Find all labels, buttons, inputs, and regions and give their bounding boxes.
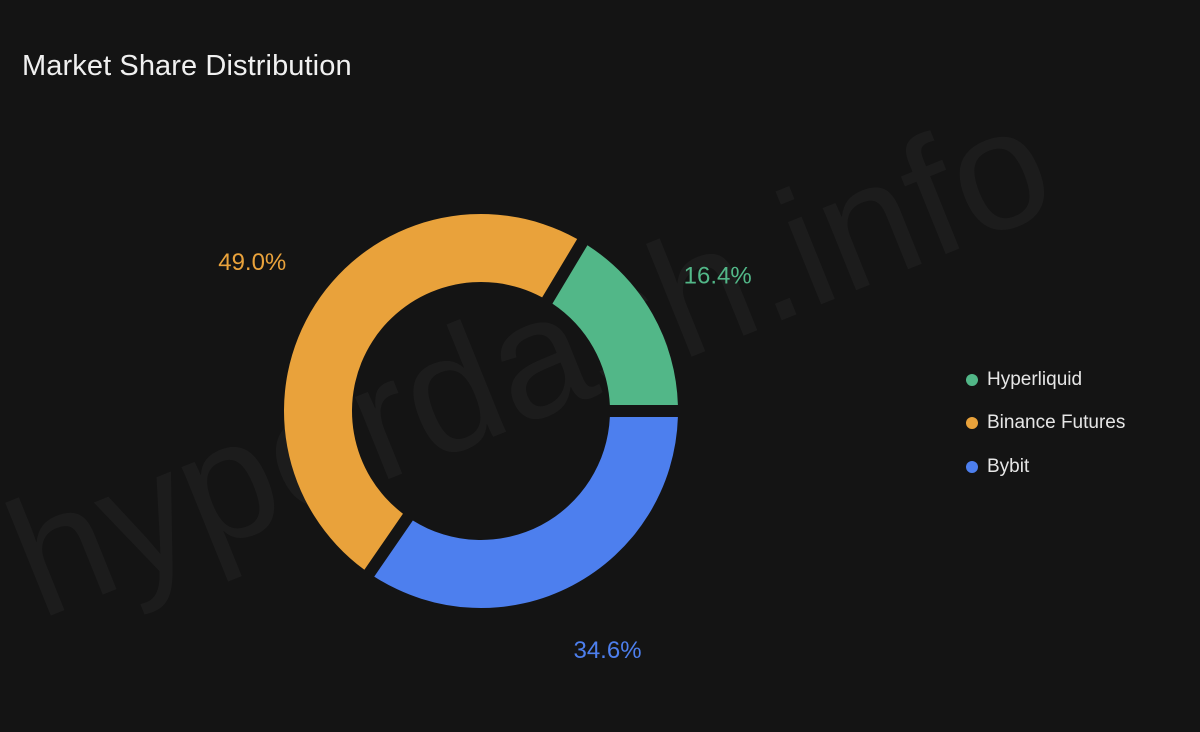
data-label-bybit: 34.6% [573, 637, 641, 664]
legend-label-bybit: Bybit [987, 455, 1030, 477]
data-label-binance-futures: 49.0% [218, 249, 286, 276]
chart-title: Market Share Distribution [22, 50, 352, 82]
legend-label-binance-futures: Binance Futures [987, 412, 1126, 434]
slice-bybit[interactable] [374, 416, 678, 609]
data-label-hyperliquid: 16.4% [684, 262, 752, 289]
legend-item-bybit[interactable]: Bybit [966, 445, 1125, 489]
legend-label-hyperliquid: Hyperliquid [987, 368, 1083, 390]
slice-binance-futures[interactable] [284, 214, 578, 570]
legend-item-binance-futures[interactable]: Binance Futures [966, 402, 1125, 446]
legend: Hyperliquid Binance Futures Bybit [966, 358, 1125, 489]
legend-swatch-hyperliquid [966, 373, 978, 386]
legend-swatch-bybit [966, 460, 978, 473]
legend-swatch-binance-futures [966, 417, 978, 430]
legend-item-hyperliquid[interactable]: Hyperliquid [966, 358, 1125, 402]
slice-hyperliquid[interactable] [552, 245, 678, 406]
